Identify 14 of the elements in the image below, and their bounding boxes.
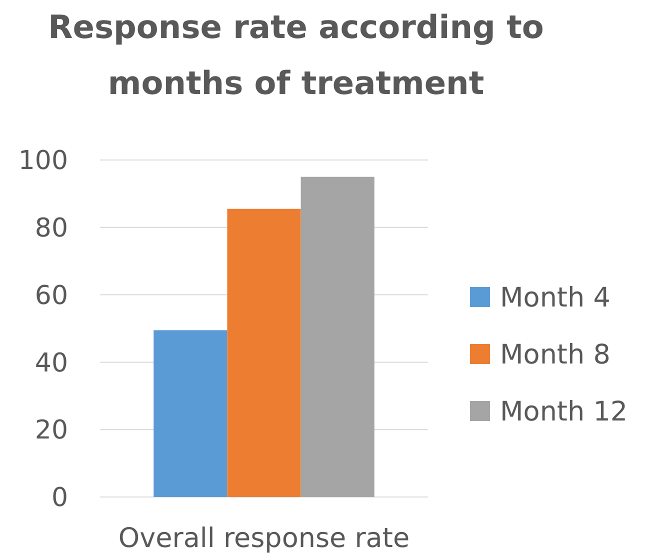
y-tick-label: 80 <box>34 214 68 244</box>
bar <box>154 330 228 497</box>
bar <box>300 176 374 497</box>
x-tick-label: Overall response rate <box>118 523 410 554</box>
legend-label: Month 12 <box>500 396 628 428</box>
y-tick-label: 20 <box>34 416 68 446</box>
legend-label: Month 4 <box>500 282 610 314</box>
y-tick-label: 0 <box>51 483 68 514</box>
bar <box>227 208 301 497</box>
y-tick-label: 100 <box>18 146 68 176</box>
y-tick-label: 40 <box>34 348 68 378</box>
y-tick-label: 60 <box>34 280 68 311</box>
chart-title: Response rate according to months of treatment <box>48 8 544 102</box>
legend-label: Month 8 <box>500 339 610 370</box>
